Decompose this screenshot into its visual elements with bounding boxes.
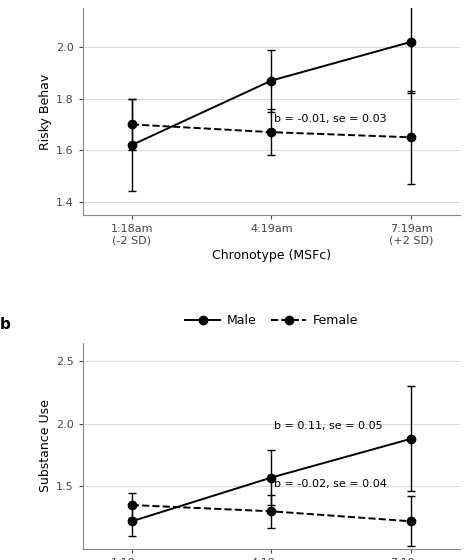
Y-axis label: Risky Behav: Risky Behav xyxy=(39,73,52,150)
Text: b = -0.01, se = 0.03: b = -0.01, se = 0.03 xyxy=(274,114,387,124)
Text: b = 0.11, se = 0.05: b = 0.11, se = 0.05 xyxy=(274,421,383,431)
Text: b = -0.02, se = 0.04: b = -0.02, se = 0.04 xyxy=(274,479,387,489)
Text: b: b xyxy=(0,317,11,332)
Legend: Male, Female: Male, Female xyxy=(180,309,363,332)
X-axis label: Chronotype (MSFc): Chronotype (MSFc) xyxy=(212,249,331,263)
Y-axis label: Substance Use: Substance Use xyxy=(39,399,52,492)
